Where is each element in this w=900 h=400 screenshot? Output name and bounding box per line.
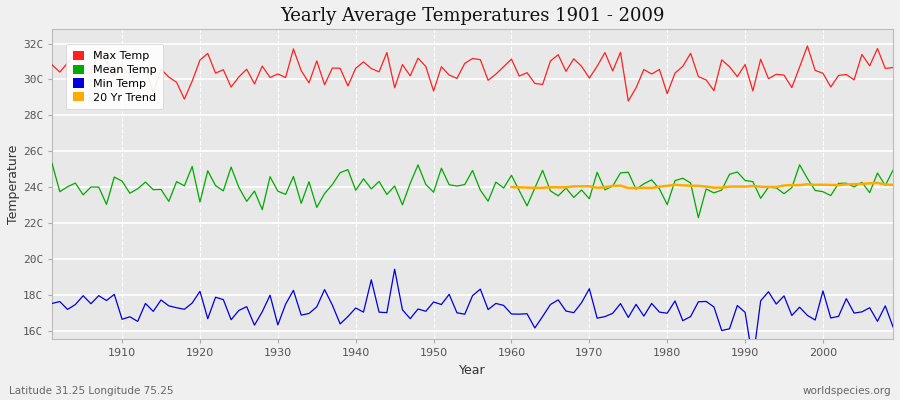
Y-axis label: Temperature: Temperature [7,145,20,224]
Legend: Max Temp, Mean Temp, Min Temp, 20 Yr Trend: Max Temp, Mean Temp, Min Temp, 20 Yr Tre… [66,44,163,109]
Text: Latitude 31.25 Longitude 75.25: Latitude 31.25 Longitude 75.25 [9,386,174,396]
X-axis label: Year: Year [459,364,486,377]
Title: Yearly Average Temperatures 1901 - 2009: Yearly Average Temperatures 1901 - 2009 [280,7,665,25]
Text: worldspecies.org: worldspecies.org [803,386,891,396]
